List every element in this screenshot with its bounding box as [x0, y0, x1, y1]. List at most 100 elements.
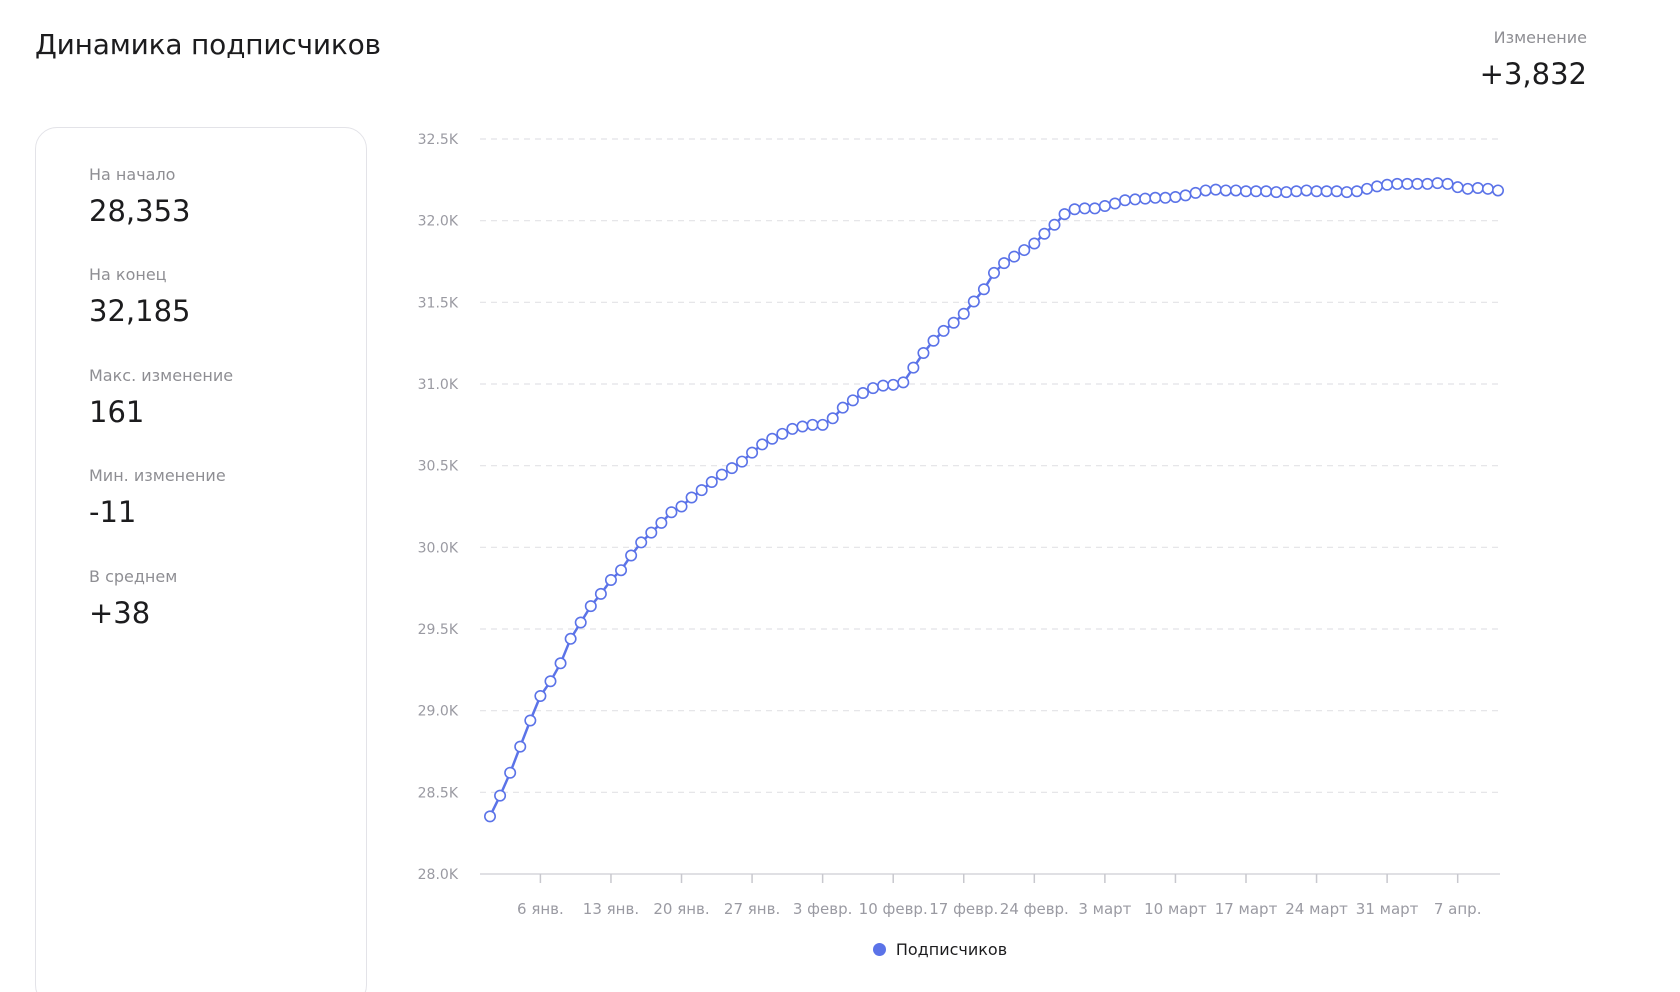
data-point [957, 307, 970, 320]
data-point [725, 462, 738, 475]
data-point [1008, 250, 1021, 263]
data-point [1481, 182, 1494, 195]
data-point [1461, 182, 1474, 195]
x-tick-label: 27 янв. [724, 900, 780, 918]
x-tick-label: 17 март [1215, 900, 1278, 918]
y-tick-label: 28.0K [418, 867, 459, 883]
data-point [1229, 184, 1242, 197]
data-point [1360, 182, 1373, 195]
data-point [504, 766, 517, 779]
x-tick-label: 3 февр. [793, 900, 853, 918]
stat-max-change: Макс. изменение 161 [89, 366, 233, 429]
data-point [867, 382, 880, 395]
data-point [1310, 185, 1323, 198]
y-tick-label: 30.5K [418, 459, 459, 475]
data-point [786, 422, 799, 435]
data-point [947, 316, 960, 329]
data-point [514, 740, 527, 753]
stat-label: На начало [89, 165, 176, 184]
data-point [735, 455, 748, 468]
data-point [1129, 193, 1142, 206]
data-point [877, 379, 890, 392]
stat-average: В среднем +38 [89, 567, 177, 630]
data-point [1048, 218, 1061, 231]
stat-value: -11 [89, 495, 137, 529]
data-point [675, 500, 688, 513]
data-point [715, 468, 728, 481]
data-point [756, 438, 769, 451]
y-tick-label: 29.0K [418, 704, 459, 720]
x-tick-label: 10 февр. [859, 900, 928, 918]
legend-item-subscribers[interactable]: Подписчиков [872, 940, 1008, 959]
data-point [967, 295, 980, 308]
legend-label: Подписчиков [895, 940, 1008, 959]
data-point [1381, 178, 1394, 191]
data-point [1411, 177, 1424, 190]
y-tick-label: 32.0K [418, 214, 459, 230]
data-point [836, 401, 849, 414]
stats-card: На начало 28,353 На конец 32,185 Макс. и… [35, 127, 367, 992]
data-point [1330, 185, 1343, 198]
data-point [625, 549, 638, 562]
data-point [776, 427, 789, 440]
y-tick-label: 29.5K [418, 622, 459, 638]
data-point [1058, 208, 1071, 221]
change-summary: Изменение +3,832 [1480, 28, 1587, 91]
data-point [1280, 186, 1293, 199]
change-label: Изменение [1493, 28, 1587, 47]
data-point [1189, 186, 1202, 199]
stat-label: Мин. изменение [89, 466, 226, 485]
data-point [746, 446, 759, 459]
data-point [927, 334, 940, 347]
data-point [1391, 177, 1404, 190]
data-point [1401, 177, 1414, 190]
stat-value: 32,185 [89, 294, 191, 328]
data-point [1038, 227, 1051, 240]
data-point [524, 714, 537, 727]
data-point [1098, 199, 1111, 212]
data-point [796, 420, 809, 433]
data-point [1209, 183, 1222, 196]
data-point [1431, 177, 1444, 190]
x-tick-label: 10 март [1144, 900, 1207, 918]
data-point [1179, 189, 1192, 202]
stat-label: Макс. изменение [89, 366, 234, 385]
data-point [826, 412, 839, 425]
data-point [1139, 192, 1152, 205]
data-point [655, 516, 668, 529]
x-tick-label: 24 февр. [1000, 900, 1069, 918]
data-point [494, 789, 507, 802]
y-tick-label: 28.5K [418, 785, 459, 801]
data-point [1471, 182, 1484, 195]
data-point [534, 689, 547, 702]
data-point [1441, 177, 1454, 190]
stat-start: На начало 28,353 [89, 165, 190, 228]
data-point [665, 506, 678, 519]
legend-dot-icon [872, 943, 886, 956]
data-point [917, 346, 930, 359]
data-point [937, 324, 950, 337]
data-point [1250, 185, 1263, 198]
data-point [1300, 184, 1313, 197]
y-tick-label: 32.5K [418, 132, 459, 148]
y-tick-label: 31.0K [418, 377, 459, 393]
data-point [1169, 190, 1182, 203]
y-tick-label: 31.5K [418, 295, 459, 311]
chart-canvas: 28.0K 28.5K 29.0K 29.5K 30.0K 30.5K 31.0K 31.5K… [418, 132, 1505, 918]
stat-label: На конец [89, 265, 167, 284]
data-point [1119, 194, 1132, 207]
data-point [1078, 202, 1091, 215]
data-point [1350, 185, 1363, 198]
data-point [987, 266, 1000, 279]
data-point [554, 657, 567, 670]
page-title: Динамика подписчиков [35, 28, 381, 61]
data-point [856, 386, 869, 399]
data-point [1492, 184, 1505, 197]
data-point [1219, 184, 1232, 197]
data-point [887, 378, 900, 391]
data-point [1149, 191, 1162, 204]
data-point [766, 432, 779, 445]
data-point [705, 475, 718, 488]
line-chart: 28.0K 28.5K 29.0K 29.5K 30.0K 30.5K 31.0K 31.5K… [380, 110, 1680, 990]
